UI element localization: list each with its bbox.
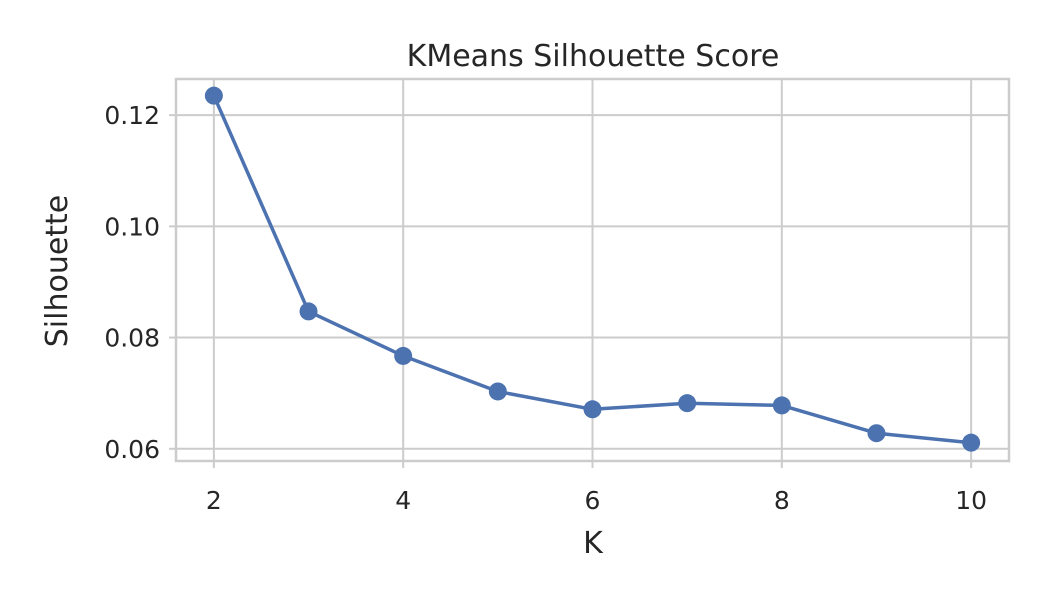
y-tick-label: 0.06 [104, 435, 160, 464]
data-point [962, 433, 981, 452]
y-axis-label: Silhouette [40, 195, 75, 348]
x-tick-label: 6 [585, 486, 601, 515]
tick-layer: 2 4 6 8 10 0.06 0.08 0.10 0.12 [104, 101, 987, 515]
data-point [204, 86, 223, 105]
x-tick-label: 4 [395, 486, 411, 515]
chart-title: KMeans Silhouette Score [407, 39, 780, 74]
y-tick-label: 0.12 [104, 101, 160, 130]
x-tick-label: 2 [206, 486, 222, 515]
x-tick-label: 10 [955, 486, 987, 515]
data-point [488, 382, 507, 401]
y-tick-label: 0.10 [104, 212, 160, 241]
grid-layer [176, 79, 1009, 461]
x-tick-label: 8 [774, 486, 790, 515]
data-point [394, 346, 413, 365]
x-axis-label: K [583, 526, 604, 561]
data-point [678, 394, 697, 413]
y-tick-label: 0.08 [104, 324, 160, 353]
data-point [583, 400, 602, 419]
data-point [867, 424, 886, 443]
series-layer [204, 86, 981, 452]
data-point [772, 396, 791, 415]
data-point [299, 302, 318, 321]
